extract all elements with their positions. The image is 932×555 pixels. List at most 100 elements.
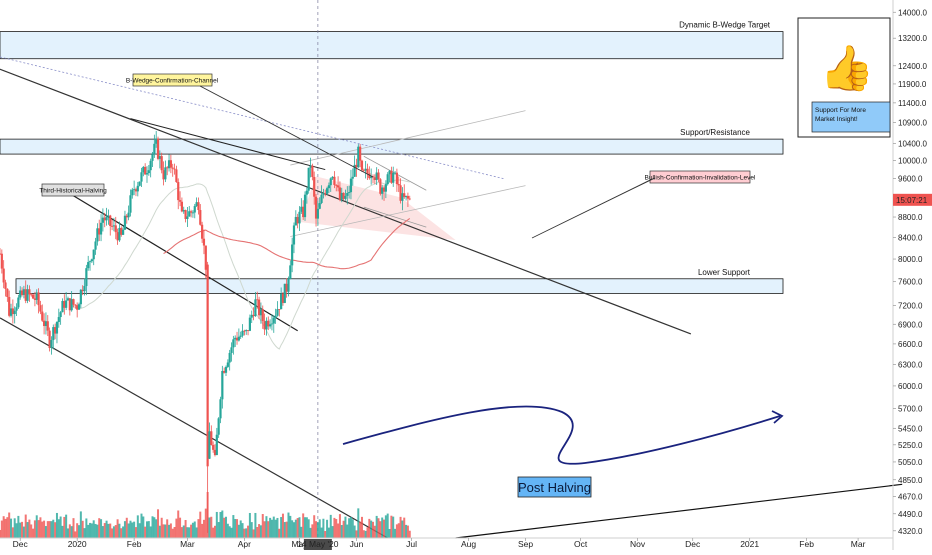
candle-body bbox=[55, 322, 59, 334]
volume-bar bbox=[351, 519, 354, 538]
volume-bar bbox=[74, 531, 77, 538]
volume-bar bbox=[397, 523, 400, 538]
candle-body bbox=[171, 167, 174, 169]
candle-body bbox=[122, 229, 125, 235]
candle-body bbox=[235, 337, 239, 341]
candle-body bbox=[189, 211, 193, 213]
volume-bar bbox=[28, 519, 31, 538]
volume-bar bbox=[166, 519, 169, 538]
volume-bar bbox=[83, 528, 86, 538]
volume-bar bbox=[39, 517, 42, 538]
volume-bar bbox=[383, 519, 386, 538]
candle-body bbox=[281, 293, 285, 303]
y-tick-label: 5450.0 bbox=[898, 424, 923, 433]
candle-body bbox=[156, 138, 160, 159]
candle-body bbox=[384, 184, 387, 192]
zone-band bbox=[0, 138, 784, 155]
candle-body bbox=[263, 321, 266, 330]
volume-bar bbox=[302, 513, 305, 538]
y-tick-label: 6900.0 bbox=[898, 320, 923, 329]
candle-body bbox=[289, 265, 292, 279]
volume-bar bbox=[30, 524, 33, 538]
candle-body bbox=[81, 289, 84, 292]
candle-body bbox=[294, 216, 297, 226]
candle-body bbox=[336, 185, 340, 188]
volume-bar bbox=[61, 525, 64, 538]
y-tick-label: 4670.0 bbox=[898, 492, 923, 501]
candle-body bbox=[140, 172, 143, 182]
volume-bar bbox=[359, 521, 362, 538]
volume-bar bbox=[103, 523, 106, 538]
candle-body bbox=[66, 298, 70, 301]
y-tick-label: 13200.0 bbox=[898, 34, 927, 43]
volume-bar bbox=[320, 527, 323, 538]
volume-bar bbox=[259, 525, 262, 538]
volume-bar bbox=[188, 527, 191, 538]
volume-bar bbox=[285, 521, 288, 538]
volume-bar bbox=[197, 519, 200, 538]
volume-bar bbox=[85, 518, 88, 538]
volume-bar bbox=[15, 523, 18, 538]
candle-body bbox=[11, 308, 14, 315]
candle-body bbox=[204, 245, 207, 270]
candle-body bbox=[239, 335, 242, 337]
candle-body bbox=[90, 259, 93, 262]
volume-bar bbox=[131, 522, 134, 538]
y-tick-label: 4850.0 bbox=[898, 476, 923, 485]
zone-label: Dynamic B-Wedge Target bbox=[679, 21, 771, 30]
candle-body bbox=[44, 321, 48, 327]
candle-body bbox=[76, 305, 79, 310]
volume-bar bbox=[204, 508, 207, 538]
candle-body bbox=[373, 177, 376, 180]
candle-body bbox=[48, 330, 51, 348]
volume-bar bbox=[270, 519, 273, 538]
candle-body bbox=[366, 168, 369, 174]
candle-body bbox=[285, 283, 288, 292]
y-tick-label: 5250.0 bbox=[898, 441, 923, 450]
candle-body bbox=[215, 434, 218, 456]
volume-bar bbox=[35, 515, 38, 538]
x-tick-label: Apr bbox=[238, 539, 251, 549]
y-tick-label: 10000.0 bbox=[898, 157, 927, 166]
volume-bar bbox=[232, 515, 235, 538]
candle-body bbox=[362, 169, 365, 171]
volume-bar bbox=[300, 526, 303, 538]
volume-bar bbox=[390, 515, 393, 538]
volume-bar bbox=[94, 523, 97, 538]
volume-bar bbox=[100, 519, 103, 538]
volume-bar bbox=[164, 524, 167, 538]
candle-body bbox=[228, 352, 231, 363]
volume-bar bbox=[370, 520, 373, 538]
volume-bar bbox=[70, 526, 73, 538]
volume-bar bbox=[283, 522, 286, 538]
y-tick-label: 8000.0 bbox=[898, 255, 923, 264]
candle-body bbox=[331, 176, 334, 179]
volume-bar bbox=[355, 530, 358, 538]
volume-bar bbox=[219, 511, 222, 538]
volume-bar bbox=[168, 524, 171, 538]
volume-bar bbox=[349, 517, 352, 538]
volume-bar bbox=[364, 530, 367, 538]
volume-bar bbox=[182, 525, 185, 538]
volume-bar bbox=[212, 527, 215, 538]
volume-bar bbox=[366, 527, 369, 538]
volume-bar bbox=[179, 517, 182, 538]
candle-body bbox=[270, 323, 274, 325]
volume-bar bbox=[362, 530, 365, 538]
candles-layer bbox=[0, 130, 411, 533]
volume-bar bbox=[151, 516, 154, 538]
candle-body bbox=[226, 362, 229, 367]
candle-body bbox=[158, 156, 161, 159]
candle-body bbox=[388, 170, 391, 175]
volume-bar bbox=[287, 512, 290, 538]
volume-bar bbox=[265, 516, 268, 538]
candle-body bbox=[208, 431, 211, 459]
x-tick-label: Feb bbox=[799, 539, 814, 549]
candle-body bbox=[191, 212, 195, 214]
candle-body bbox=[338, 187, 342, 200]
x-tick-label: May bbox=[291, 539, 308, 549]
candle-body bbox=[19, 290, 22, 298]
